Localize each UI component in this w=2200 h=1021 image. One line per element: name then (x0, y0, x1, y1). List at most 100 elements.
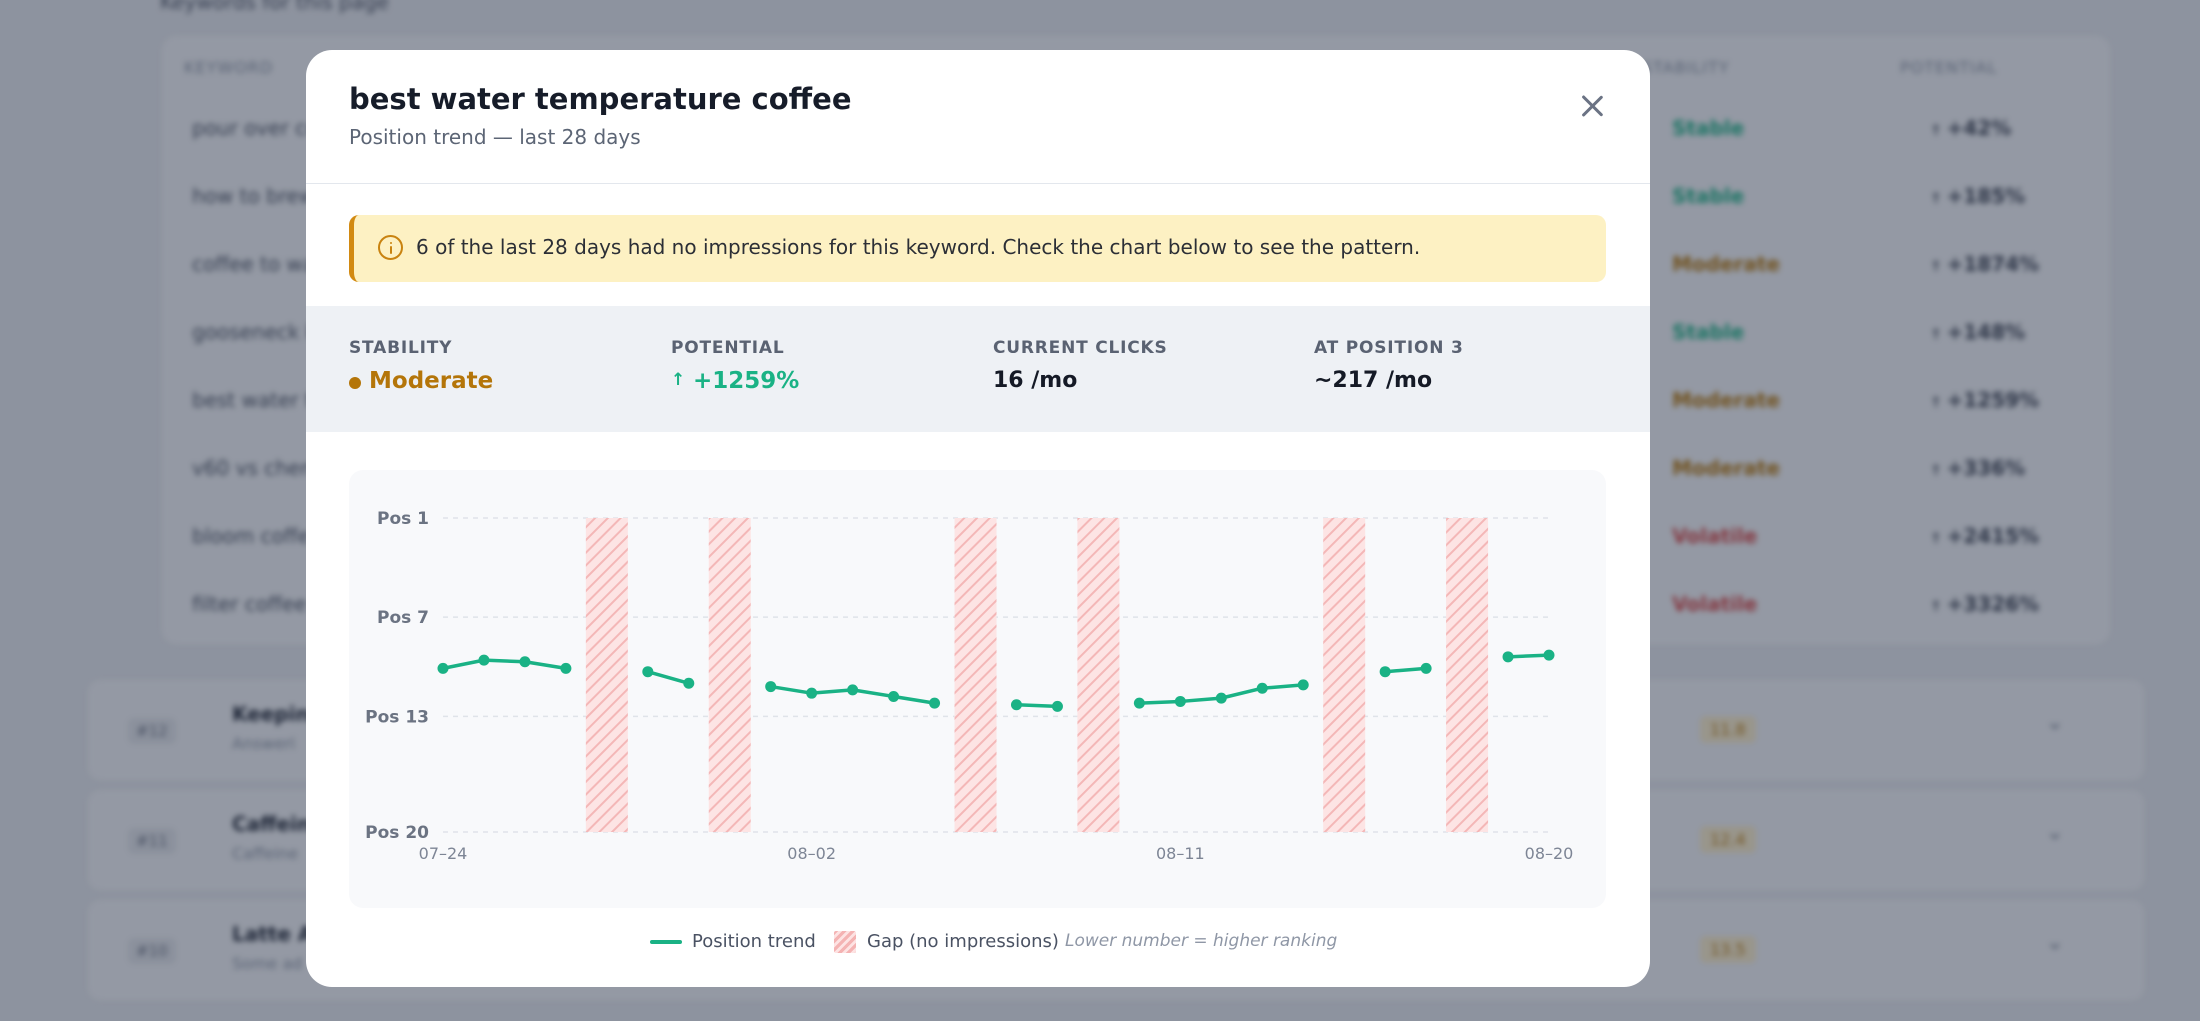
stat-at-position-value: ~217 /mo (1314, 368, 1433, 393)
stat-potential-value: +1259% (693, 368, 800, 394)
chevron-down-icon[interactable]: ⌄ (2045, 710, 2064, 735)
card-rank: #11 (128, 828, 176, 854)
row-potential: +42% (1930, 116, 2012, 140)
row-potential: +1259% (1930, 388, 2039, 412)
stats-bar: STABILITY Moderate POTENTIAL ↑ +1259% CU… (306, 306, 1650, 432)
card-score: 11.8 (1700, 716, 1756, 743)
table-row[interactable]: pour over co Stable +42% (192, 96, 2082, 164)
legend-trend-label: Position trend (692, 931, 816, 952)
row-potential: +1874% (1930, 252, 2039, 276)
table-row[interactable]: how to brew Stable +185% (192, 164, 2082, 232)
row-stability: Moderate (1672, 456, 1781, 480)
trend-line-segment (1383, 666, 1428, 674)
chevron-down-icon[interactable]: ⌄ (2045, 820, 2064, 845)
row-stability: Stable (1672, 320, 1745, 344)
legend-note: Lower number = higher ranking (1065, 931, 1338, 951)
row-keyword: coffee to wa (192, 252, 316, 276)
table-row[interactable]: filter coffee Volatile +3326% (192, 572, 2082, 640)
card-subtitle: Some ad (232, 954, 303, 973)
row-stability: Stable (1672, 184, 1745, 208)
gap-band (954, 518, 997, 832)
position-trend-chart: Pos 1 Pos 7 Pos 13 Pos 20 07–24 08–02 08–11 08–… (349, 470, 1606, 908)
trend-line-segment (1506, 653, 1551, 659)
trend-point (437, 662, 449, 674)
close-icon[interactable] (1574, 88, 1610, 124)
x-tick-label: 07–24 (419, 844, 468, 863)
trend-point (929, 697, 941, 709)
x-tick-label: 08–11 (1156, 844, 1205, 863)
background-section-label: Keywords for this page (160, 0, 389, 14)
trend-point (1010, 699, 1022, 711)
legend-trend-swatch (650, 940, 682, 944)
trend-point (1051, 700, 1063, 712)
stat-current-clicks-label: CURRENT CLICKS (993, 338, 1168, 358)
trend-point (1133, 697, 1145, 709)
y-tick-label: Pos 7 (377, 608, 429, 628)
table-header-keyword: Keyword (184, 58, 274, 77)
card-subtitle: Answeri (232, 734, 296, 753)
trend-point (888, 690, 900, 702)
trend-line-segment (1014, 702, 1060, 709)
keyword-detail-modal: best water temperature coffee Position t… (306, 50, 1650, 987)
trend-line-segment (646, 669, 691, 686)
card-rank: #12 (128, 718, 176, 744)
row-stability: Stable (1672, 116, 1745, 140)
trend-point (1379, 666, 1391, 678)
card-subtitle: Caffeine (232, 844, 299, 863)
gap-band (1323, 518, 1366, 832)
trend-point (1543, 649, 1555, 661)
stat-stability-label: STABILITY (349, 338, 453, 358)
stat-at-position-label: AT POSITION 3 (1314, 338, 1464, 358)
gap-band (708, 518, 751, 832)
row-stability: Volatile (1672, 592, 1758, 616)
row-keyword: v60 vs chem (192, 456, 320, 480)
row-keyword: filter coffee (192, 592, 307, 616)
row-potential: +2415% (1930, 524, 2039, 548)
row-potential: +185% (1930, 184, 2026, 208)
table-row[interactable]: best water t Moderate +1259% (192, 368, 2082, 436)
trend-line-segment (441, 658, 568, 671)
row-keyword: how to brew (192, 184, 316, 208)
legend-gap-swatch (834, 931, 856, 953)
card-score: 12.4 (1700, 826, 1756, 853)
chart-legend: Position trend Gap (no impressions) Lowe… (306, 926, 1650, 956)
card-score: 13.5 (1700, 936, 1756, 963)
info-icon (378, 235, 403, 260)
trend-point (642, 666, 654, 678)
no-impressions-alert: 6 of the last 28 days had no impressions… (349, 215, 1606, 282)
trend-point (1256, 682, 1268, 694)
row-potential: +148% (1930, 320, 2026, 344)
card-rank: #10 (128, 938, 176, 964)
row-stability: Moderate (1672, 252, 1781, 276)
table-header-potential: Potential (1900, 58, 1998, 77)
trend-point (1297, 679, 1309, 691)
gap-band (1446, 518, 1489, 832)
trend-point (683, 677, 695, 689)
arrow-up-icon: ↑ (671, 370, 686, 390)
table-row[interactable]: bloom coffe Volatile +2415% (192, 504, 2082, 572)
stat-current-clicks-value: 16 /mo (993, 368, 1078, 393)
y-tick-label: Pos 1 (377, 509, 429, 529)
row-keyword: gooseneck k (192, 320, 318, 344)
row-keyword: best water t (192, 388, 313, 412)
legend-gap-label: Gap (no impressions) (867, 931, 1059, 952)
gap-band (585, 518, 628, 832)
trend-point (478, 654, 490, 666)
header-divider (306, 183, 1650, 184)
alert-message: 6 of the last 28 days had no impressions… (416, 235, 1421, 259)
modal-subtitle: Position trend — last 28 days (349, 125, 641, 149)
table-header-stability: Stability (1642, 58, 1730, 77)
table-row[interactable]: gooseneck k Stable +148% (192, 300, 2082, 368)
row-potential: +3326% (1930, 592, 2039, 616)
modal-title: best water temperature coffee (349, 82, 852, 116)
trend-point (1174, 695, 1186, 707)
trend-point (847, 684, 859, 696)
chevron-down-icon[interactable]: ⌄ (2045, 930, 2064, 955)
x-tick-label: 08–02 (787, 844, 836, 863)
table-row[interactable]: v60 vs chem Moderate +336% (192, 436, 2082, 504)
trend-point (1502, 651, 1514, 663)
table-row[interactable]: coffee to wa Moderate +1874% (192, 232, 2082, 300)
trend-point (1215, 692, 1227, 704)
stat-potential-label: POTENTIAL (671, 338, 785, 358)
